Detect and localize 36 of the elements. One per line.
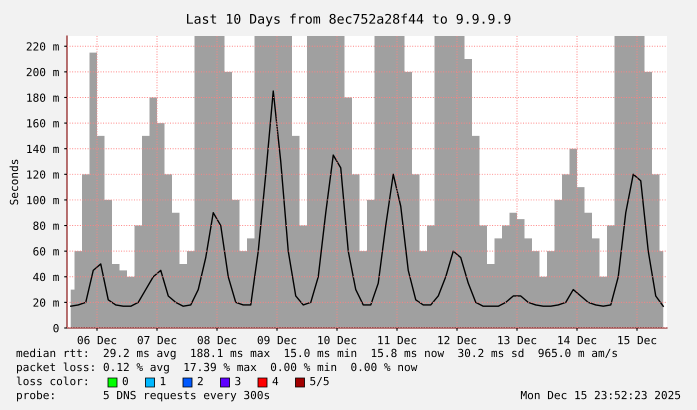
text: 5/5 [310,376,329,386]
text: probe: 5 DNS requests every 300s [17,390,270,402]
y-tick-label: 60 m [33,247,59,256]
text: loss color: [16,376,87,386]
text: median rtt: 29.2 ms avg 188.1 ms max 15.0 ms min 15.8 ms now 30.2 ms sd 965.0 m am/s [16,348,617,360]
text: packet loss: 0.12 % avg 17.39 % max 0.00 % min 0.00 % now [17,362,418,374]
x-tick-label: 06 Dec [78,336,116,344]
y-tick-label: 140 m [27,144,59,154]
y-tick-label: 200 m [26,68,59,76]
text: 0 [122,376,128,386]
y-tick-label: 0 [53,324,59,332]
x-tick-label: 15 Dec [618,336,656,344]
y-tick-label: 80 m [33,222,59,230]
y-axis-title: Seconds [10,160,18,205]
x-tick-label: 13 Dec [498,336,536,344]
y-tick-label: 120 m [27,170,59,179]
text: 4 [272,376,278,386]
x-tick-label: 12 Dec [438,336,476,344]
y-tick-label: 40 m [33,272,59,282]
y-tick-label: 180 m [27,93,59,102]
x-tick-label: 09 Dec [258,336,296,344]
x-tick-label: 10 Dec [318,336,356,344]
y-tick-label: 160 m [27,119,59,128]
y-tick-label: 20 m [33,298,59,307]
x-tick-label: 14 Dec [558,336,596,344]
text: Mon Dec 15 23:52:23 2025 [520,390,680,400]
x-tick-label: 11 Dec [378,336,416,344]
y-tick-label: 100 m [27,196,59,204]
y-tick-label: 220 m [26,42,59,51]
line-series [70,90,664,307]
x-tick-label: 07 Dec [138,336,176,344]
text: 3 [235,376,240,386]
text: 2 [198,376,203,386]
x-tick-label: 08 Dec [198,336,236,344]
text: 1 [160,376,166,386]
chart-title: Last 10 Days from 8ec752a28f44 to 9.9.9.9 [187,14,510,26]
